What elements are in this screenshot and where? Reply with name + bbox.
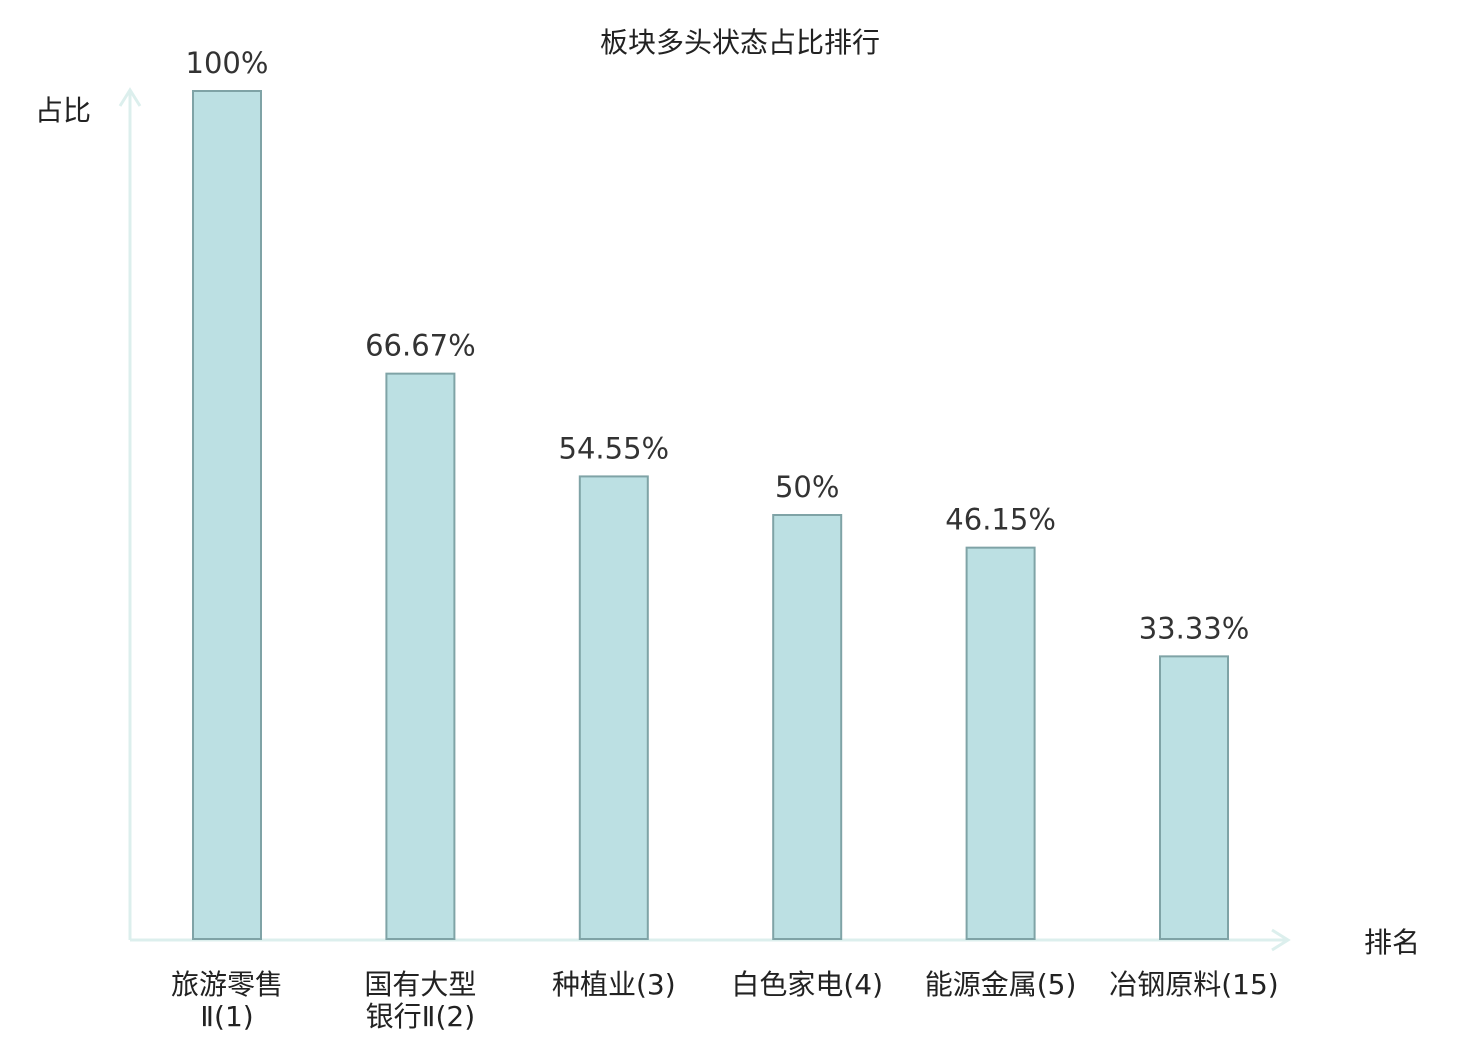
axes [118,87,1291,952]
x-tick-label-5: 能源金属(5) [925,968,1077,1001]
x-tick-label-line: 银行Ⅱ(2) [366,1000,475,1033]
x-tick-label-line: 旅游零售 [171,968,283,1001]
x-tick-label-line: 白色家电(4) [731,968,883,1001]
bar-5 [965,546,1036,940]
x-axis-arrow-icon [1271,928,1291,952]
category-labels-group: 旅游零售 Ⅱ(1) 国有大型银行Ⅱ(2) 种植业(3) 白色家电(4) 能源金属(5) 冶钢… [171,968,1279,1033]
bar-4 [772,514,843,940]
data-label-1: 100% [186,46,269,80]
x-tick-label-1: 旅游零售 Ⅱ(1) [171,968,283,1033]
bars-group [192,90,1229,940]
x-tick-label-4: 白色家电(4) [731,968,883,1001]
y-axis-label: 占比 [35,94,91,127]
x-axis-label: 排名 [1364,926,1420,959]
x-tick-label-line: 能源金属(5) [925,968,1077,1001]
bar-1 [192,90,262,940]
data-label-3: 54.55% [559,431,670,465]
data-label-2: 66.67% [365,329,476,363]
x-tick-label-6: 冶钢原料(15) [1109,968,1278,1001]
x-tick-label-line: 冶钢原料(15) [1109,968,1278,1001]
x-tick-label-3: 种植业(3) [552,968,676,1001]
x-tick-label-2: 国有大型银行Ⅱ(2) [364,968,476,1033]
y-axis-arrow-icon [118,87,142,107]
x-tick-label-line: Ⅱ(1) [200,1000,253,1033]
bar-6 [1159,655,1229,940]
data-label-6: 33.33% [1139,611,1250,645]
data-label-4: 50% [775,470,839,504]
x-tick-label-line: 国有大型 [364,968,476,1001]
bar-2 [385,372,456,940]
x-tick-label-line: 种植业(3) [552,968,676,1001]
data-label-5: 46.15% [945,503,1056,537]
bar-3 [578,475,649,940]
value-labels-group: 100% 66.67% 54.55% 50% 46.15% 33.33% [186,46,1250,645]
chart-title: 板块多头状态占比排行 [600,26,880,59]
